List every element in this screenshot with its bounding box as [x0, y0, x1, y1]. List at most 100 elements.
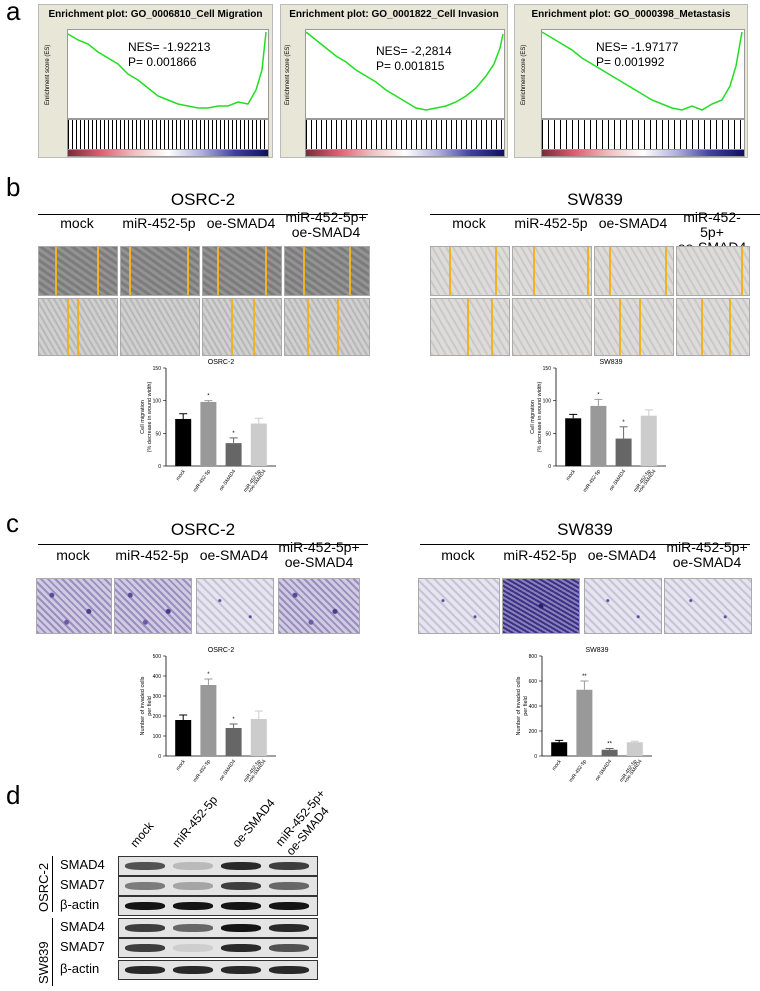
y-tick-label: 100 — [543, 399, 552, 405]
y-axis-label: (% decrease in wound width) — [147, 382, 153, 453]
bar — [551, 742, 568, 756]
group-underline — [38, 214, 368, 215]
gsea-title: Enrichment plot: GO_0001822_Cell Invasio… — [289, 9, 499, 20]
significance-star: * — [232, 717, 235, 723]
y-tick-label: 600 — [529, 679, 538, 685]
blot-band — [221, 882, 261, 890]
x-tick-label: oe-SMAD4 — [218, 469, 237, 493]
x-tick-label: mock — [565, 468, 577, 482]
group-title-osrc2: OSRC-2 — [170, 190, 236, 209]
gsea-es-plot: NES= -2,2814 P= 0.001815 — [305, 29, 505, 119]
bar — [601, 749, 618, 756]
blot-strip — [118, 896, 318, 916]
significance-star: * — [597, 392, 600, 398]
condition-label: mock — [60, 215, 94, 231]
wound-image — [202, 298, 282, 356]
nes-value: NES= -1.97177 — [596, 40, 679, 54]
bar — [175, 418, 192, 466]
p-value: P= 0.001992 — [596, 55, 665, 69]
chart-title: OSRC-2 — [208, 359, 235, 366]
significance-star: ** — [607, 742, 612, 748]
gsea-es-plot: NES= -1.97177 P= 0.001992 — [541, 29, 745, 119]
group-underline — [38, 544, 368, 545]
y-tick-label: 400 — [529, 704, 538, 710]
x-tick-label: mock — [175, 468, 187, 482]
es-curve — [305, 31, 504, 111]
cell-line-label: OSRC-2 — [36, 862, 51, 912]
blot-band — [269, 966, 309, 974]
lane-label: mock — [127, 819, 157, 850]
panel-letter-c: c — [6, 508, 19, 538]
es-curve — [541, 31, 743, 111]
condition-label: oe-SMAD4 — [598, 215, 668, 231]
protein-label: SMAD4 — [60, 857, 105, 872]
condition-label: miR-452-5p — [122, 215, 196, 231]
transwell-image — [664, 578, 752, 634]
protein-label: SMAD7 — [60, 939, 105, 954]
blot-band — [221, 862, 261, 870]
bar — [576, 689, 593, 756]
transwell-image — [278, 578, 360, 634]
wound-image — [512, 298, 592, 356]
cell-line-bracket — [52, 918, 53, 986]
wound-image — [120, 298, 200, 356]
blot-band — [269, 862, 309, 870]
blot-strip — [118, 938, 318, 958]
group-title-sw839: SW839 — [557, 520, 613, 539]
condition-label: oe-SMAD4 — [206, 215, 276, 231]
wound-image — [430, 298, 510, 356]
transwell-image — [584, 578, 662, 634]
bar — [250, 719, 267, 756]
x-tick-label: mock — [175, 758, 187, 772]
invasion-chart-sw839: SW839 0 200 400 600 800 Number of invaded cell… — [516, 647, 652, 785]
migration-chart-sw839: SW839 0 50 100 150 Cell migration (% decrease … — [530, 359, 666, 495]
blot-band — [173, 924, 213, 932]
condition-label: miR-452-5p — [514, 215, 588, 231]
condition-label: mock — [56, 547, 90, 563]
blot-band — [221, 944, 261, 952]
protein-label: SMAD7 — [60, 877, 105, 892]
gsea-plot-1: Enrichment plot: GO_0006810_Cell Migrati… — [38, 4, 273, 158]
blot-band — [173, 902, 213, 910]
gsea-rank-bar — [305, 149, 505, 157]
x-tick-label: miR-452-5p — [192, 469, 212, 494]
protein-label: SMAD4 — [60, 919, 105, 934]
blot-band — [221, 924, 261, 932]
bar — [565, 418, 582, 466]
condition-label: miR-452-5p — [503, 547, 577, 563]
wound-image — [284, 298, 370, 356]
blot-band — [173, 966, 213, 974]
transwell-image — [36, 578, 112, 634]
nes-value: NES= -2,2814 — [376, 44, 452, 58]
transwell-image — [418, 578, 500, 634]
condition-label: miR-452-5p — [115, 547, 189, 563]
wound-image — [676, 246, 750, 296]
blot-band — [269, 944, 309, 952]
y-tick-label: 50 — [155, 431, 161, 437]
significance-star: ** — [582, 674, 587, 680]
blot-band — [173, 882, 213, 890]
blot-band — [173, 944, 213, 952]
x-tick-label: miR-452-5p — [192, 759, 212, 784]
condition-label: mock — [452, 215, 486, 231]
lane-label: miR-452-5p+ oe-SMAD4 — [272, 786, 332, 858]
blot-band — [125, 966, 165, 974]
wound-image — [38, 298, 118, 356]
y-tick-label: 0 — [158, 754, 161, 760]
y-tick-label: 400 — [153, 674, 162, 680]
significance-star: * — [207, 394, 210, 400]
blot-band — [173, 862, 213, 870]
bar — [626, 742, 643, 756]
group-underline — [430, 214, 760, 215]
chart-title: OSRC-2 — [208, 647, 235, 654]
chart-title: SW839 — [600, 359, 623, 366]
gsea-es-plot: NES= -1.92213 P= 0.001866 — [67, 29, 269, 119]
x-tick-label: miR-452-5p — [568, 759, 588, 784]
y-axis-label: per field — [523, 696, 529, 716]
wound-image — [594, 246, 674, 296]
y-axis-label: Cell migration — [140, 400, 146, 434]
lane-label: oe-SMAD4 — [229, 796, 278, 850]
blot-band — [269, 902, 309, 910]
significance-star: * — [622, 420, 625, 426]
wound-image — [38, 246, 118, 296]
